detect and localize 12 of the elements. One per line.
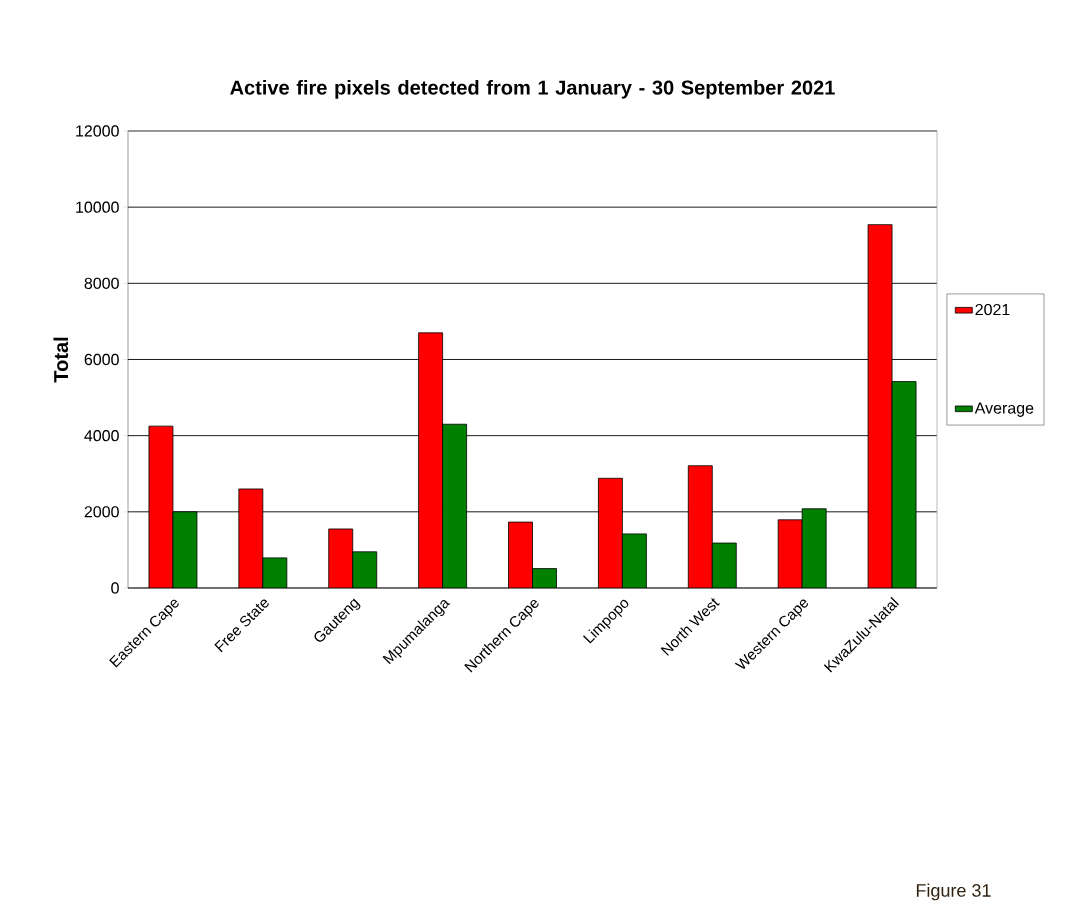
chart-title: Active fire pixels detected from 1 January - 30 September 2021 [230,79,835,99]
y-axis-title: Total [53,337,69,383]
y-tick-label: 8000 [84,277,119,289]
y-tick-label: 12000 [76,125,119,137]
y-tick-label: 10000 [76,201,119,213]
y-tick-label: 6000 [84,353,119,366]
legend-label: 2021 [975,303,1010,316]
y-tick-label: 2000 [84,506,119,518]
caption: Figure 31 [916,883,991,901]
legend-label: Average [974,402,1034,417]
y-tick-label: 0 [111,582,119,594]
y-tick-label: 4000 [84,429,119,442]
